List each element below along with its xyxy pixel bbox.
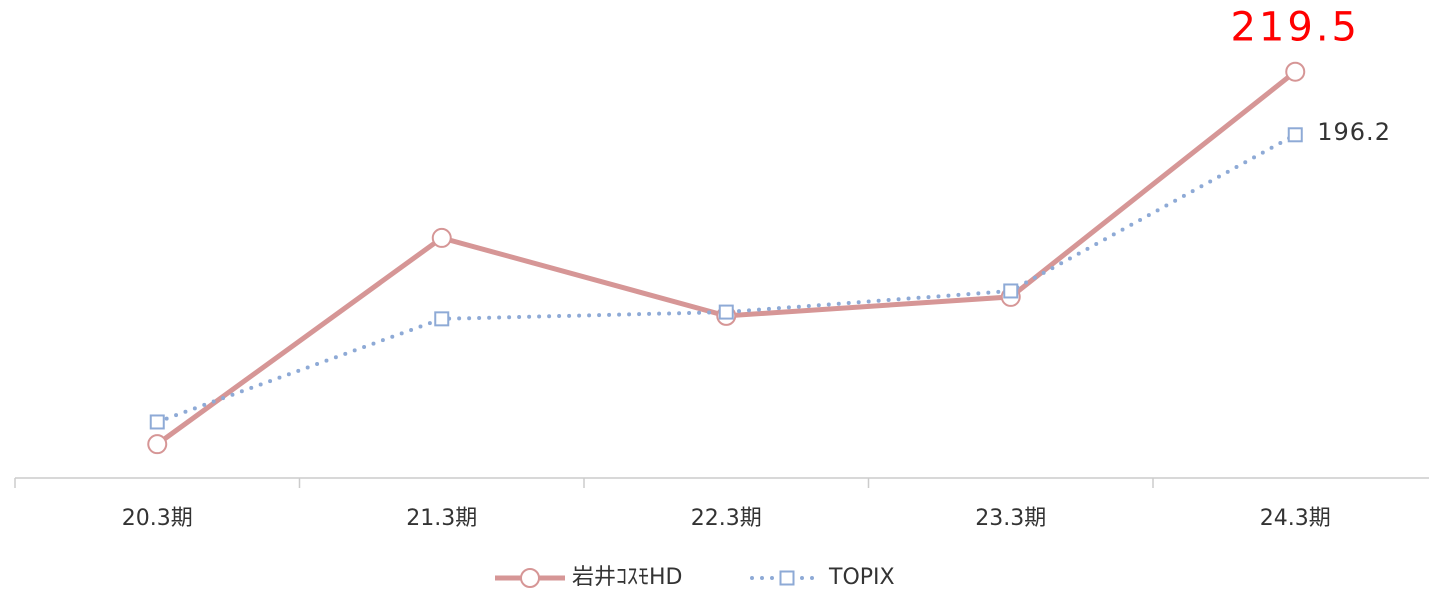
- data-label: 196.2: [1317, 118, 1391, 146]
- legend-label: 岩井ｺｽﾓHD: [572, 565, 682, 590]
- series-line: [155, 132, 1298, 424]
- x-tick-label: 23.3期: [975, 506, 1046, 531]
- legend-label: TOPIX: [828, 565, 895, 590]
- x-tick-label: 24.3期: [1260, 506, 1331, 531]
- legend-marker: [779, 570, 795, 586]
- point-marker: [718, 304, 734, 320]
- x-tick-label: 22.3期: [691, 506, 762, 531]
- series-line: [155, 69, 1297, 447]
- point-marker: [1003, 283, 1019, 299]
- point-marker: [147, 434, 168, 455]
- x-tick-label: 21.3期: [406, 506, 477, 531]
- point-marker: [434, 311, 450, 327]
- point-marker: [1287, 127, 1303, 143]
- data-label: 219.5: [1230, 5, 1360, 51]
- legend-marker: [520, 568, 540, 588]
- point-marker: [149, 414, 165, 430]
- point-marker: [431, 227, 452, 248]
- x-tick-label: 20.3期: [122, 506, 193, 531]
- point-marker: [1285, 61, 1306, 82]
